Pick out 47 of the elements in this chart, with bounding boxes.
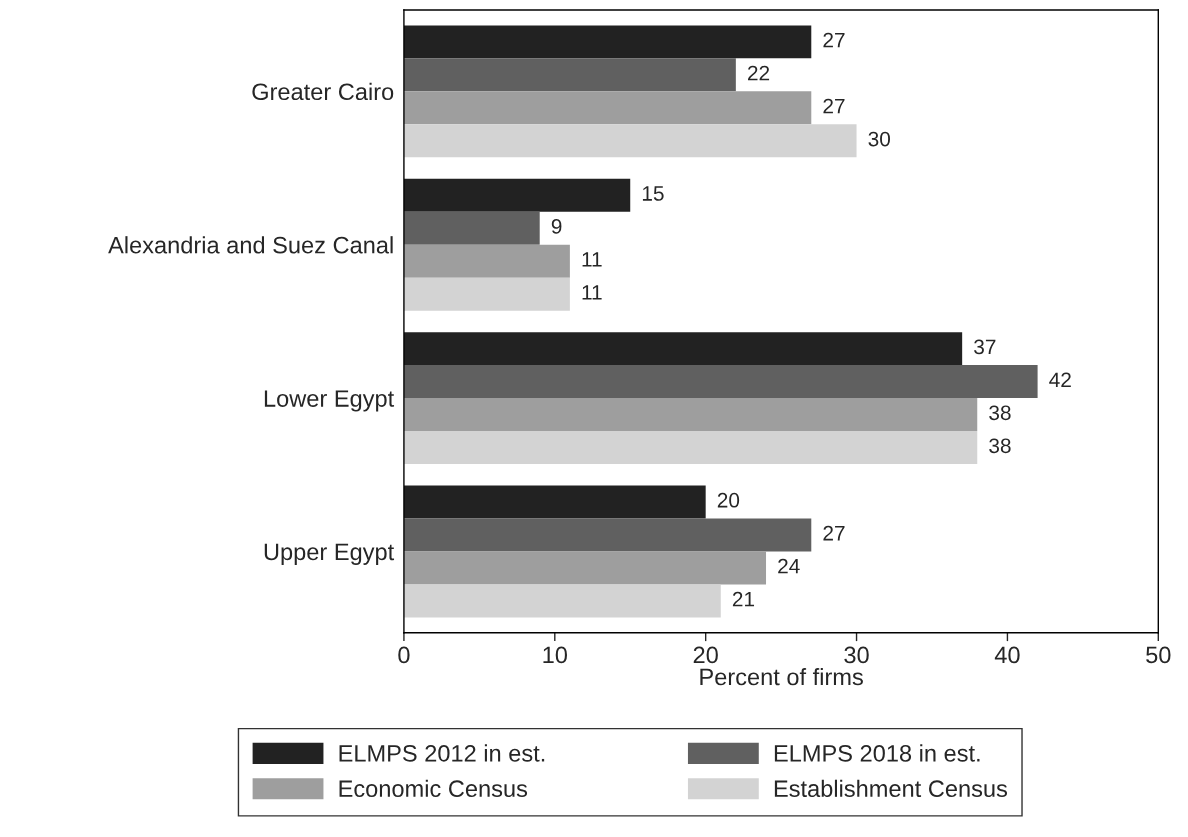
data-label: 27 (823, 98, 845, 114)
legend-label: Economic Census (339, 779, 528, 798)
x-tick-label: 0 (398, 646, 410, 664)
data-label: 15 (642, 186, 664, 201)
bar (403, 124, 857, 158)
data-label: 21 (732, 591, 755, 607)
bar (403, 398, 978, 432)
data-label: 20 (717, 492, 740, 508)
data-label: 30 (868, 131, 891, 147)
bar (403, 485, 706, 519)
x-tick-label: 20 (693, 646, 718, 664)
bar (403, 277, 570, 311)
x-tick-label: 50 (1146, 646, 1171, 664)
legend-label: ELMPS 2012 in est. (339, 744, 545, 762)
bar (403, 365, 1038, 399)
data-label: 38 (989, 438, 1011, 454)
data-label: 22 (748, 65, 770, 81)
bar (403, 518, 812, 552)
bar (403, 25, 812, 59)
bar (403, 431, 978, 465)
legend-label: ELMPS 2018 in est. (774, 744, 980, 762)
bar (403, 58, 736, 92)
bar (403, 332, 963, 366)
data-label: 37 (974, 339, 996, 355)
y-tick-label: Greater Cairo (252, 82, 394, 101)
x-tick-label: 30 (844, 646, 869, 664)
bar (403, 91, 812, 125)
data-label: 24 (778, 558, 800, 574)
y-tick-label: Alexandria and Suez Canal (108, 236, 393, 254)
data-label: 11 (582, 252, 602, 267)
bar (403, 178, 631, 212)
data-label: 27 (823, 32, 845, 48)
bar (403, 211, 540, 245)
data-label: 42 (1049, 372, 1071, 387)
bar (403, 551, 767, 585)
data-label: 11 (582, 285, 602, 300)
y-tick-label: Lower Egypt (264, 390, 395, 412)
bar (403, 244, 570, 278)
data-label: 38 (989, 405, 1011, 421)
data-label: 27 (823, 525, 845, 541)
x-tick-label: 10 (543, 646, 568, 664)
legend-label: Establishment Census (774, 779, 1008, 798)
data-label: 9 (551, 219, 562, 234)
bar (403, 584, 721, 618)
y-tick-label: Upper Egypt (264, 543, 395, 565)
x-axis-title: Percent of firms (700, 667, 863, 686)
x-tick-label: 40 (994, 646, 1020, 664)
